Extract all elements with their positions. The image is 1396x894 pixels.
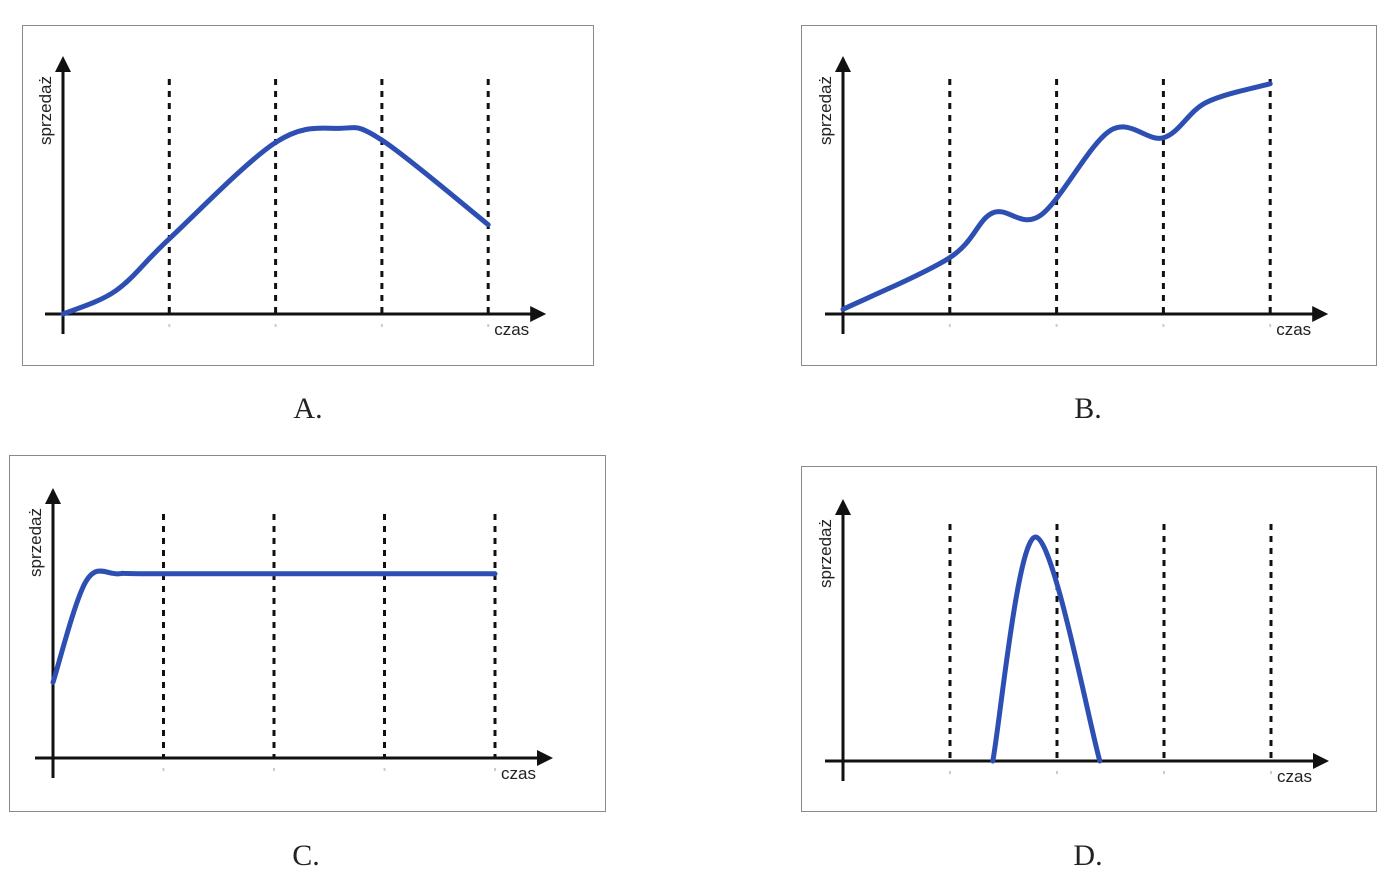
- series-line: [990, 534, 1103, 764]
- series-line: [840, 81, 1273, 312]
- x-axis-label: czas: [494, 320, 529, 339]
- y-axis-label: sprzedaż: [26, 508, 45, 577]
- x-axis-label: czas: [1277, 767, 1312, 786]
- series-line: [60, 125, 491, 317]
- chart-caption: B.: [1074, 392, 1102, 425]
- y-axis-arrow-icon: [45, 488, 61, 504]
- y-axis-arrow-icon: [835, 499, 851, 515]
- chart-caption: C.: [292, 839, 320, 872]
- y-axis-label: sprzedaż: [816, 76, 835, 145]
- series-line: [50, 568, 498, 685]
- x-axis-arrow-icon: [537, 750, 553, 766]
- y-axis-arrow-icon: [55, 56, 71, 72]
- chart-svg: czas sprzedaż: [816, 499, 1329, 786]
- y-axis-label: sprzedaż: [36, 76, 55, 145]
- x-axis-arrow-icon: [1312, 306, 1329, 322]
- chart-caption: D.: [1073, 839, 1103, 872]
- chart-panel-c: czas sprzedaż: [9, 455, 606, 812]
- chart-panel-b: czas sprzedaż: [801, 25, 1377, 366]
- chart-svg: czas sprzedaż: [36, 56, 547, 339]
- chart-svg: czas sprzedaż: [816, 56, 1329, 339]
- chart-caption: A.: [293, 392, 323, 425]
- x-axis-label: czas: [1276, 320, 1311, 339]
- chart-panel-a: czas sprzedaż: [22, 25, 594, 366]
- y-axis-arrow-icon: [835, 56, 851, 72]
- x-axis-arrow-icon: [530, 306, 547, 322]
- chart-panel-d: czas sprzedaż: [801, 466, 1377, 812]
- x-axis-arrow-icon: [1313, 753, 1329, 769]
- chart-svg: czas sprzedaż: [26, 488, 553, 783]
- x-axis-label: czas: [501, 764, 536, 783]
- y-axis-label: sprzedaż: [816, 519, 835, 588]
